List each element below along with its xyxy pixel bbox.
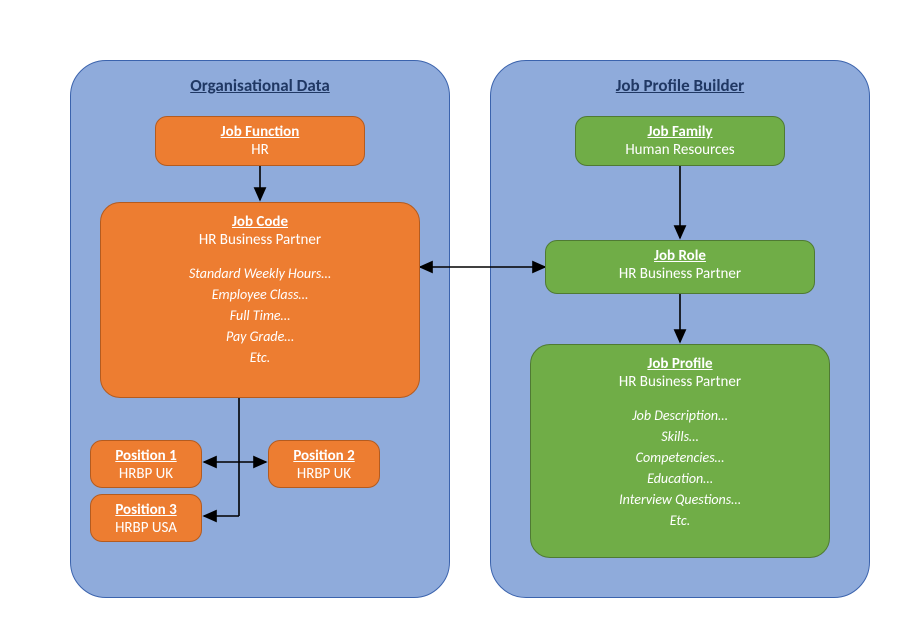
detail-line: Etc.: [115, 347, 405, 368]
detail-line: Standard Weekly Hours…: [115, 263, 405, 284]
node-job-code: Job Code HR Business Partner Standard We…: [100, 202, 420, 398]
node-subtitle: HR: [166, 141, 354, 159]
node-title: Job Code: [115, 213, 405, 231]
node-subtitle: HR Business Partner: [556, 265, 804, 283]
detail-line: Etc.: [545, 510, 815, 531]
detail-line: Employee Class…: [115, 284, 405, 305]
panel-title-left: Organisational Data: [71, 61, 449, 96]
node-job-function: Job Function HR: [155, 116, 365, 166]
detail-line: Interview Questions…: [545, 489, 815, 510]
detail-line: Pay Grade…: [115, 326, 405, 347]
node-position-2: Position 2 HRBP UK: [268, 440, 380, 488]
node-title: Job Role: [556, 247, 804, 265]
node-job-family: Job Family Human Resources: [575, 116, 785, 166]
node-subtitle: HRBP USA: [101, 519, 191, 537]
node-subtitle: HR Business Partner: [115, 231, 405, 249]
node-subtitle: Human Resources: [586, 141, 774, 159]
detail-line: Skills…: [545, 426, 815, 447]
node-position-1: Position 1 HRBP UK: [90, 440, 202, 488]
node-subtitle: HRBP UK: [279, 465, 369, 483]
node-job-role: Job Role HR Business Partner: [545, 240, 815, 294]
node-title: Position 1: [101, 447, 191, 465]
node-title: Position 3: [101, 501, 191, 519]
node-title: Job Function: [166, 123, 354, 141]
node-details: Standard Weekly Hours… Employee Class… F…: [115, 263, 405, 368]
node-subtitle: HRBP UK: [101, 465, 191, 483]
detail-line: Full Time…: [115, 305, 405, 326]
node-title: Position 2: [279, 447, 369, 465]
node-subtitle: HR Business Partner: [545, 373, 815, 391]
detail-line: Education…: [545, 468, 815, 489]
node-details: Job Description… Skills… Competencies… E…: [545, 405, 815, 531]
panel-title-right: Job Profile Builder: [491, 61, 869, 96]
detail-line: Competencies…: [545, 447, 815, 468]
node-job-profile: Job Profile HR Business Partner Job Desc…: [530, 344, 830, 558]
detail-line: Job Description…: [545, 405, 815, 426]
node-title: Job Profile: [545, 355, 815, 373]
node-position-3: Position 3 HRBP USA: [90, 494, 202, 542]
node-title: Job Family: [586, 123, 774, 141]
